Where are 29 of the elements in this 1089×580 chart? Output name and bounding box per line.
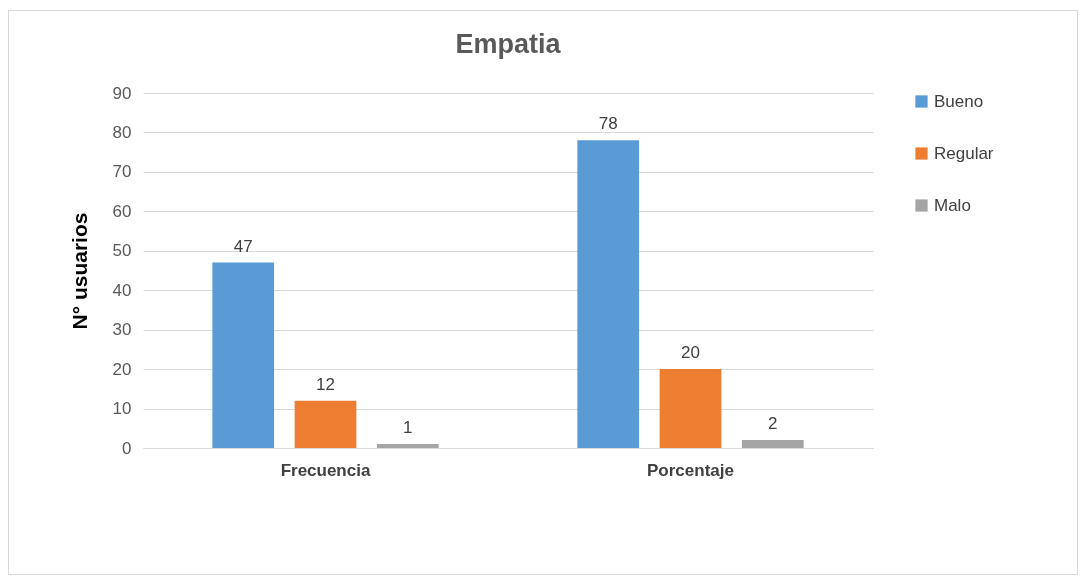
y-tick-label: 90 [112,83,132,103]
y-tick-label: 40 [112,280,132,300]
bar [577,140,640,448]
data-label: 12 [316,374,335,394]
y-tick-label: 60 [112,201,132,221]
y-tick-label: 80 [112,122,132,142]
bar [376,444,439,448]
y-axis-title: N° usuarios [67,212,91,330]
bar [741,440,804,448]
legend-label: Malo [934,195,971,215]
data-label: 20 [681,343,700,363]
bar [294,400,357,448]
y-tick-label: 30 [112,320,132,340]
y-tick-label: 10 [112,399,132,419]
data-label: 47 [233,236,253,256]
data-label: 1 [403,418,413,438]
data-label: 78 [598,114,618,134]
y-tick-label: 20 [112,359,132,379]
legend-label: Regular [934,143,994,163]
y-tick-label: 70 [112,162,132,182]
bar [659,369,722,448]
y-tick-label: 50 [112,241,132,261]
y-tick-label: 0 [122,438,132,458]
x-tick-label: Frecuencia [280,460,371,480]
legend-label: Bueno [934,91,984,111]
bar [212,262,275,448]
chart-title: Empatia [455,29,562,59]
data-label: 2 [768,414,778,434]
x-tick-label: Porcentaje [647,460,734,480]
